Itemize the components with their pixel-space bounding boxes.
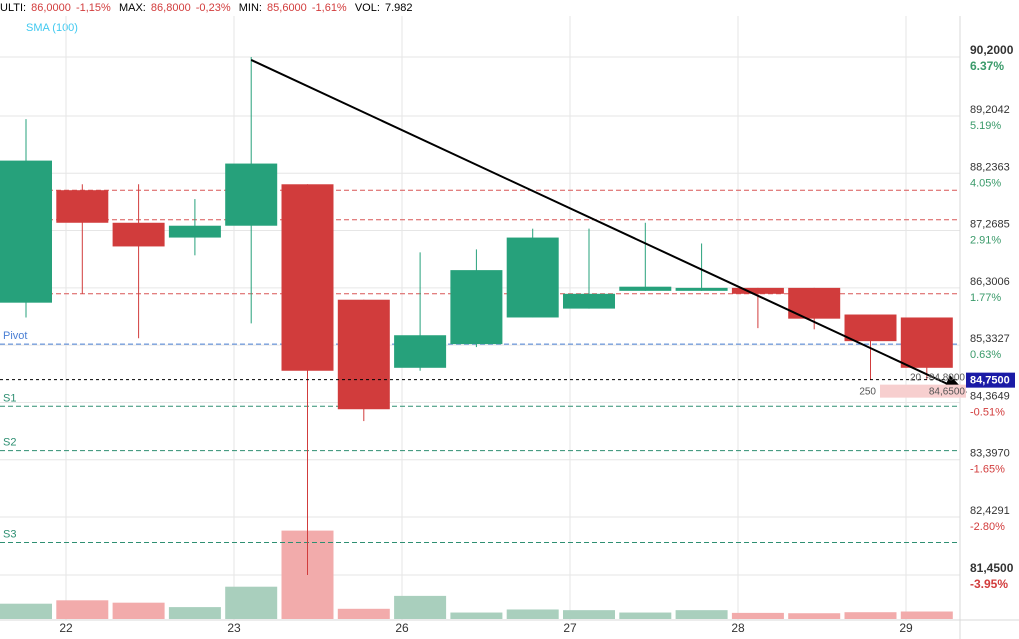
candle-body[interactable] — [112, 222, 165, 247]
time-tick-label: 23 — [227, 621, 241, 635]
percent-tick-label: -0.51% — [970, 406, 1005, 418]
candle-body[interactable] — [844, 314, 897, 342]
volume-bar — [394, 595, 447, 619]
price-tick-label: 87,2685 — [970, 219, 1010, 231]
current-price-badge — [966, 372, 1015, 388]
price-tick-label: 83,3970 — [970, 448, 1010, 460]
volume-bar — [900, 611, 953, 619]
candle-body[interactable] — [0, 160, 52, 303]
volume-bar — [619, 612, 672, 619]
volume-bar — [731, 612, 784, 619]
ask-price: -84,8000 — [926, 373, 966, 384]
bid-bar — [880, 384, 966, 398]
volume-bar — [0, 603, 52, 619]
time-tick-label: 26 — [395, 621, 409, 635]
current-price-label: 84,7500 — [970, 375, 1010, 387]
percent-tick-label: 4.05% — [970, 177, 1001, 189]
time-tick-label: 29 — [899, 621, 913, 635]
percent-tick-label: 0.63% — [970, 349, 1001, 361]
ulti-label: ULTI: — [0, 2, 27, 14]
time-tick-label: 22 — [59, 621, 73, 635]
price-tick-label: 89,2042 — [970, 104, 1010, 116]
ulti-value: 86,0000 — [31, 2, 71, 14]
price-tick-label: 84,3649 — [970, 390, 1010, 402]
trend-line[interactable] — [250, 59, 967, 394]
sma-indicator-label[interactable]: SMA (100) — [26, 22, 78, 34]
max-label: MAX: — [118, 2, 146, 14]
candle-body[interactable] — [56, 190, 109, 223]
price-tick-label: 85,3327 — [970, 333, 1010, 345]
min-change: -1,61% — [311, 2, 347, 14]
vol-label: VOL: — [354, 2, 380, 14]
percent-tick-label: 1.77% — [970, 292, 1001, 304]
level-label-s1: S1 — [3, 392, 16, 404]
time-tick-label: 28 — [731, 621, 745, 635]
price-tick-label: 90,2000 — [970, 43, 1014, 57]
volume-bar — [450, 612, 503, 619]
vol-value: 7.982 — [384, 2, 413, 14]
percent-tick-label: -1.65% — [970, 464, 1005, 476]
min-label: MIN: — [238, 2, 262, 14]
level-label-pivot: Pivot — [3, 330, 27, 342]
volume-bar — [225, 586, 278, 619]
time-tick-label: 27 — [563, 621, 577, 635]
candle-body[interactable] — [506, 237, 559, 318]
volume-bar — [168, 607, 221, 619]
min-value: 85,6000 — [267, 2, 307, 14]
candle-body[interactable] — [900, 317, 953, 368]
volume-bar — [675, 610, 728, 619]
candle-body[interactable] — [337, 299, 390, 410]
candle-body[interactable] — [394, 335, 447, 368]
candle-body[interactable] — [281, 184, 334, 371]
price-tick-label: 82,4291 — [970, 505, 1010, 517]
quote-header: ULTI: 86,0000 -1,15% MAX: 86,8000 -0,23%… — [0, 0, 960, 16]
candle-body[interactable] — [675, 287, 728, 291]
max-change: -0,23% — [195, 2, 231, 14]
ulti-change: -1,15% — [75, 2, 111, 14]
price-tick-label: 86,3006 — [970, 276, 1010, 288]
volume-bar — [563, 610, 615, 619]
price-tick-label: 88,2363 — [970, 161, 1010, 173]
percent-tick-label: 2.91% — [970, 235, 1001, 247]
volume-bar — [56, 600, 109, 619]
percent-tick-label: 5.19% — [970, 120, 1001, 132]
candle-body[interactable] — [225, 163, 278, 226]
level-label-s3: S3 — [3, 528, 16, 540]
volume-bar — [844, 612, 897, 619]
ask-qty: 20 — [910, 373, 922, 384]
candle-body[interactable] — [563, 293, 615, 309]
volume-bar — [506, 609, 559, 619]
bid-price: 84,6500 — [929, 387, 966, 398]
percent-tick-label: 6.37% — [970, 59, 1004, 73]
candle-body[interactable] — [168, 225, 221, 238]
candle-body[interactable] — [450, 270, 503, 345]
price-tick-label: 81,4500 — [970, 561, 1014, 575]
volume-bar — [337, 608, 390, 619]
volume-bar — [788, 613, 841, 619]
candle-body[interactable] — [619, 286, 672, 291]
level-label-s2: S2 — [3, 437, 16, 449]
percent-tick-label: -3.95% — [970, 577, 1008, 591]
percent-tick-label: -2.80% — [970, 521, 1005, 533]
candle-body[interactable] — [731, 287, 784, 294]
volume-bar — [112, 602, 165, 619]
max-value: 86,8000 — [150, 2, 191, 14]
bid-qty: 250 — [859, 387, 876, 398]
